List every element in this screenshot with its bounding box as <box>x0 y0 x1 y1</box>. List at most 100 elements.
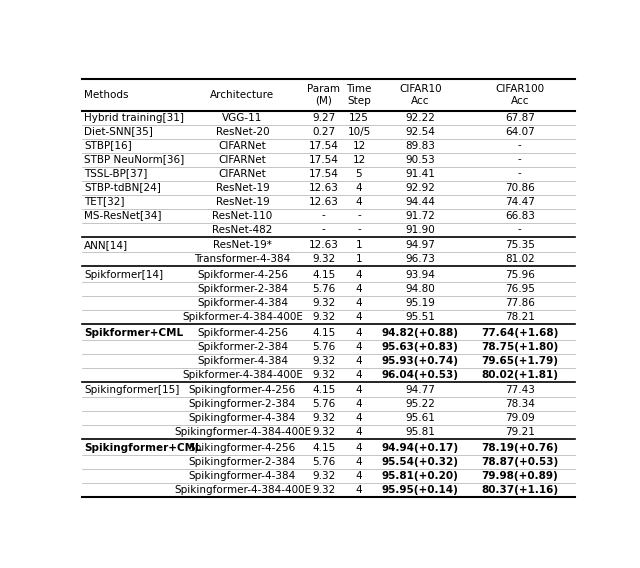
Text: 4.15: 4.15 <box>312 386 335 395</box>
Text: 4: 4 <box>356 328 362 338</box>
Text: 78.75(+1.80): 78.75(+1.80) <box>481 342 558 352</box>
Text: 94.77: 94.77 <box>405 386 435 395</box>
Text: CIFARNet: CIFARNet <box>219 169 266 178</box>
Text: CIFARNet: CIFARNet <box>219 140 266 151</box>
Text: 94.82(+0.88): 94.82(+0.88) <box>381 328 459 338</box>
Text: 9.32: 9.32 <box>312 414 335 424</box>
Text: 4: 4 <box>356 284 362 294</box>
Text: Time
Step: Time Step <box>346 84 372 106</box>
Text: 93.94: 93.94 <box>405 270 435 280</box>
Text: 95.95(+0.14): 95.95(+0.14) <box>382 485 459 495</box>
Text: 95.51: 95.51 <box>405 312 435 322</box>
Text: ResNet-110: ResNet-110 <box>212 211 273 220</box>
Text: -: - <box>518 140 522 151</box>
Text: 4: 4 <box>356 298 362 308</box>
Text: 78.21: 78.21 <box>505 312 534 322</box>
Text: 9.32: 9.32 <box>312 298 335 308</box>
Text: 79.98(+0.89): 79.98(+0.89) <box>481 471 558 481</box>
Text: 95.61: 95.61 <box>405 414 435 424</box>
Text: 4: 4 <box>356 342 362 352</box>
Text: ResNet-19*: ResNet-19* <box>213 240 272 250</box>
Text: Spikingformer+CML: Spikingformer+CML <box>84 443 202 453</box>
Text: Spikingformer[15]: Spikingformer[15] <box>84 386 179 395</box>
Text: 17.54: 17.54 <box>309 154 339 165</box>
Text: 4.15: 4.15 <box>312 270 335 280</box>
Text: 75.35: 75.35 <box>505 240 534 250</box>
Text: 12.63: 12.63 <box>309 240 339 250</box>
Text: 5.76: 5.76 <box>312 284 335 294</box>
Text: 70.86: 70.86 <box>505 182 534 193</box>
Text: 125: 125 <box>349 112 369 123</box>
Text: 5: 5 <box>356 169 362 178</box>
Text: 4: 4 <box>356 197 362 207</box>
Text: 12.63: 12.63 <box>309 182 339 193</box>
Text: 77.43: 77.43 <box>505 386 534 395</box>
Text: 1: 1 <box>356 240 362 250</box>
Text: Spikformer-2-384: Spikformer-2-384 <box>197 342 288 352</box>
Text: 9.32: 9.32 <box>312 370 335 380</box>
Text: Spikformer-4-256: Spikformer-4-256 <box>197 270 288 280</box>
Text: 66.83: 66.83 <box>505 211 534 220</box>
Text: 92.54: 92.54 <box>405 127 435 136</box>
Text: Hybrid training[31]: Hybrid training[31] <box>84 112 184 123</box>
Text: 4: 4 <box>356 386 362 395</box>
Text: Spikingformer-2-384: Spikingformer-2-384 <box>189 457 296 467</box>
Text: 96.73: 96.73 <box>405 254 435 264</box>
Text: -: - <box>357 211 361 220</box>
Text: -: - <box>322 224 326 235</box>
Text: 4: 4 <box>356 428 362 437</box>
Text: 9.32: 9.32 <box>312 428 335 437</box>
Text: CIFAR100
Acc: CIFAR100 Acc <box>495 84 544 106</box>
Text: 17.54: 17.54 <box>309 140 339 151</box>
Text: 95.22: 95.22 <box>405 399 435 410</box>
Text: 12: 12 <box>353 140 365 151</box>
Text: Spikformer-4-256: Spikformer-4-256 <box>197 328 288 338</box>
Text: 95.54(+0.32): 95.54(+0.32) <box>381 457 459 467</box>
Text: 0.27: 0.27 <box>312 127 335 136</box>
Text: 12: 12 <box>353 154 365 165</box>
Text: CIFAR10
Acc: CIFAR10 Acc <box>399 84 442 106</box>
Text: 5.76: 5.76 <box>312 399 335 410</box>
Text: 1: 1 <box>356 254 362 264</box>
Text: CIFARNet: CIFARNet <box>219 154 266 165</box>
Text: 91.90: 91.90 <box>405 224 435 235</box>
Text: 4: 4 <box>356 399 362 410</box>
Text: 4: 4 <box>356 370 362 380</box>
Text: Architecture: Architecture <box>211 90 275 100</box>
Text: 90.53: 90.53 <box>405 154 435 165</box>
Text: MS-ResNet[34]: MS-ResNet[34] <box>84 211 161 220</box>
Text: Spikingformer-4-384: Spikingformer-4-384 <box>189 471 296 481</box>
Text: 9.32: 9.32 <box>312 312 335 322</box>
Text: 80.37(+1.16): 80.37(+1.16) <box>481 485 558 495</box>
Text: 79.65(+1.79): 79.65(+1.79) <box>481 356 558 366</box>
Text: 89.83: 89.83 <box>405 140 435 151</box>
Text: 95.93(+0.74): 95.93(+0.74) <box>381 356 459 366</box>
Text: 74.47: 74.47 <box>505 197 534 207</box>
Text: 78.87(+0.53): 78.87(+0.53) <box>481 457 558 467</box>
Text: VGG-11: VGG-11 <box>222 112 262 123</box>
Text: ResNet-482: ResNet-482 <box>212 224 273 235</box>
Text: 5.76: 5.76 <box>312 342 335 352</box>
Text: 4.15: 4.15 <box>312 443 335 453</box>
Text: 10/5: 10/5 <box>348 127 371 136</box>
Text: STBP-tdBN[24]: STBP-tdBN[24] <box>84 182 161 193</box>
Text: Spikformer-4-384-400E: Spikformer-4-384-400E <box>182 370 303 380</box>
Text: 94.44: 94.44 <box>405 197 435 207</box>
Text: 4: 4 <box>356 443 362 453</box>
Text: 76.95: 76.95 <box>505 284 534 294</box>
Text: -: - <box>518 154 522 165</box>
Text: 78.19(+0.76): 78.19(+0.76) <box>481 443 558 453</box>
Text: 91.72: 91.72 <box>405 211 435 220</box>
Text: 81.02: 81.02 <box>505 254 534 264</box>
Text: 4: 4 <box>356 471 362 481</box>
Text: Spikformer-4-384: Spikformer-4-384 <box>197 298 288 308</box>
Text: 80.02(+1.81): 80.02(+1.81) <box>481 370 558 380</box>
Text: 95.81: 95.81 <box>405 428 435 437</box>
Text: 64.07: 64.07 <box>505 127 534 136</box>
Text: 4: 4 <box>356 457 362 467</box>
Text: 5.76: 5.76 <box>312 457 335 467</box>
Text: 4.15: 4.15 <box>312 328 335 338</box>
Text: Spikformer-2-384: Spikformer-2-384 <box>197 284 288 294</box>
Text: 96.04(+0.53): 96.04(+0.53) <box>381 370 459 380</box>
Text: 91.41: 91.41 <box>405 169 435 178</box>
